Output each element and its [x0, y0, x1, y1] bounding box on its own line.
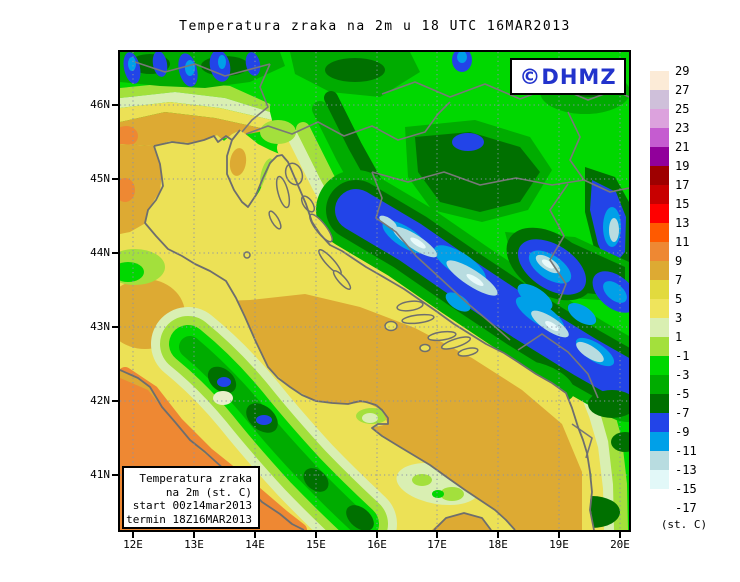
- colorbar-boundary-label: -5: [675, 387, 690, 401]
- colorbar-boundary-label: 25: [675, 102, 690, 116]
- colorbar-boundary-label: 11: [675, 235, 690, 249]
- colorbar-swatch: [650, 318, 669, 337]
- x-axis-tick-mark: [376, 532, 378, 538]
- y-axis-tick-mark: [112, 252, 118, 254]
- colorbar-boundary-label: -1: [675, 349, 690, 363]
- temperature-field-map: [120, 52, 629, 530]
- x-axis-tick-label: 17E: [427, 538, 447, 551]
- dhmz-copyright-badge: ©DHMZ: [510, 58, 626, 95]
- colorbar-swatch: [650, 394, 669, 413]
- colorbar-boundary-label: 27: [675, 83, 690, 97]
- colorbar-boundary-label: -11: [675, 444, 697, 458]
- y-axis-tick-label: 43N: [90, 320, 110, 333]
- colorbar-boundary-label: 9: [675, 254, 683, 268]
- x-axis-tick-mark: [558, 532, 560, 538]
- colorbar-boundary-label: 29: [675, 64, 690, 78]
- run-info-line-2: na 2m (st. C): [165, 485, 252, 499]
- coastlines: [120, 129, 595, 530]
- colorbar-swatch: [650, 147, 669, 166]
- y-axis-tick-mark: [112, 326, 118, 328]
- x-axis-tick-mark: [619, 532, 621, 538]
- colorbar-swatch: [650, 242, 669, 261]
- run-info-box: Temperatura zraka na 2m (st. C) start 00…: [122, 466, 260, 529]
- colorbar-boundary-label: -7: [675, 406, 690, 420]
- y-axis-tick-mark: [112, 474, 118, 476]
- y-axis-tick-label: 45N: [90, 172, 110, 185]
- colorbar-swatch: [650, 261, 669, 280]
- colorbar-swatch: [650, 185, 669, 204]
- colorbar-swatch: [650, 299, 669, 318]
- x-axis-tick-label: 20E: [610, 538, 630, 551]
- page-title: Temperatura zraka na 2m u 18 UTC 16MAR20…: [179, 19, 571, 34]
- x-axis-tick-label: 19E: [549, 538, 569, 551]
- colorbar-boundary-label: -13: [675, 463, 697, 477]
- dhmz-copyright-text: ©DHMZ: [519, 64, 617, 89]
- y-axis-tick-label: 42N: [90, 394, 110, 407]
- colorbar-boundary-label: 1: [675, 330, 683, 344]
- x-axis-tick-mark: [193, 532, 195, 538]
- y-axis-tick-label: 46N: [90, 98, 110, 111]
- colorbar-swatch: [650, 337, 669, 356]
- colorbar-boundary-label: 7: [675, 273, 683, 287]
- run-info-line-4: termin 18Z16MAR2013: [126, 512, 252, 526]
- run-info-line-3: start 00z14mar2013: [132, 499, 252, 512]
- x-axis-tick-label: 13E: [184, 538, 204, 551]
- y-axis-tick-mark: [112, 178, 118, 180]
- x-axis-tick-label: 15E: [306, 538, 326, 551]
- colorbar-boundary-label: 15: [675, 197, 690, 211]
- colorbar-boundary-label: -15: [675, 482, 697, 496]
- colorbar-swatch: [650, 280, 669, 299]
- x-axis-tick-mark: [132, 532, 134, 538]
- colorbar-swatch: [650, 489, 669, 508]
- colorbar-swatch: [650, 470, 669, 489]
- map-plot-frame: ©DHMZ Temperatura zraka na 2m (st. C) st…: [118, 50, 631, 532]
- x-axis-tick-label: 16E: [367, 538, 387, 551]
- colorbar-swatch: [650, 356, 669, 375]
- colorbar-swatch: [650, 204, 669, 223]
- colorbar-swatch: [650, 413, 669, 432]
- colorbar-boundary-label: 19: [675, 159, 690, 173]
- x-axis-tick-mark: [436, 532, 438, 538]
- x-axis-tick-label: 18E: [488, 538, 508, 551]
- colorbar-swatch: [650, 90, 669, 109]
- colorbar-boundary-label: 17: [675, 178, 690, 192]
- colorbar-swatch: [650, 432, 669, 451]
- run-info-line-1: Temperatura zraka: [139, 472, 252, 485]
- colorbar-swatch: [650, 375, 669, 394]
- colorbar-boundary-label: 3: [675, 311, 683, 325]
- colorbar-unit-label: (st. C): [660, 518, 708, 531]
- colorbar-swatch: [650, 128, 669, 147]
- x-axis-tick-label: 14E: [245, 538, 265, 551]
- colorbar-swatch: [650, 451, 669, 470]
- colorbar-boundary-label: 5: [675, 292, 683, 306]
- land-balkans-alps: [120, 52, 629, 530]
- y-axis-tick-mark: [112, 104, 118, 106]
- x-axis-tick-mark: [315, 532, 317, 538]
- colorbar-boundary-label: -17: [675, 501, 697, 515]
- colorbar-boundary-label: -9: [675, 425, 690, 439]
- colorbar-swatch: [650, 109, 669, 128]
- x-axis-tick-mark: [254, 532, 256, 538]
- x-axis-tick-mark: [497, 532, 499, 538]
- colorbar-boundary-label: -3: [675, 368, 690, 382]
- x-axis-tick-label: 12E: [123, 538, 143, 551]
- colorbar-boundary-label: 23: [675, 121, 690, 135]
- colorbar-boundary-label: 13: [675, 216, 690, 230]
- y-axis-tick-label: 41N: [90, 468, 110, 481]
- colorbar-swatch: [650, 223, 669, 242]
- colorbar-swatch: [650, 71, 669, 90]
- colorbar-swatch: [650, 166, 669, 185]
- y-axis-tick-mark: [112, 400, 118, 402]
- y-axis-tick-label: 44N: [90, 246, 110, 259]
- colorbar-boundary-label: 21: [675, 140, 690, 154]
